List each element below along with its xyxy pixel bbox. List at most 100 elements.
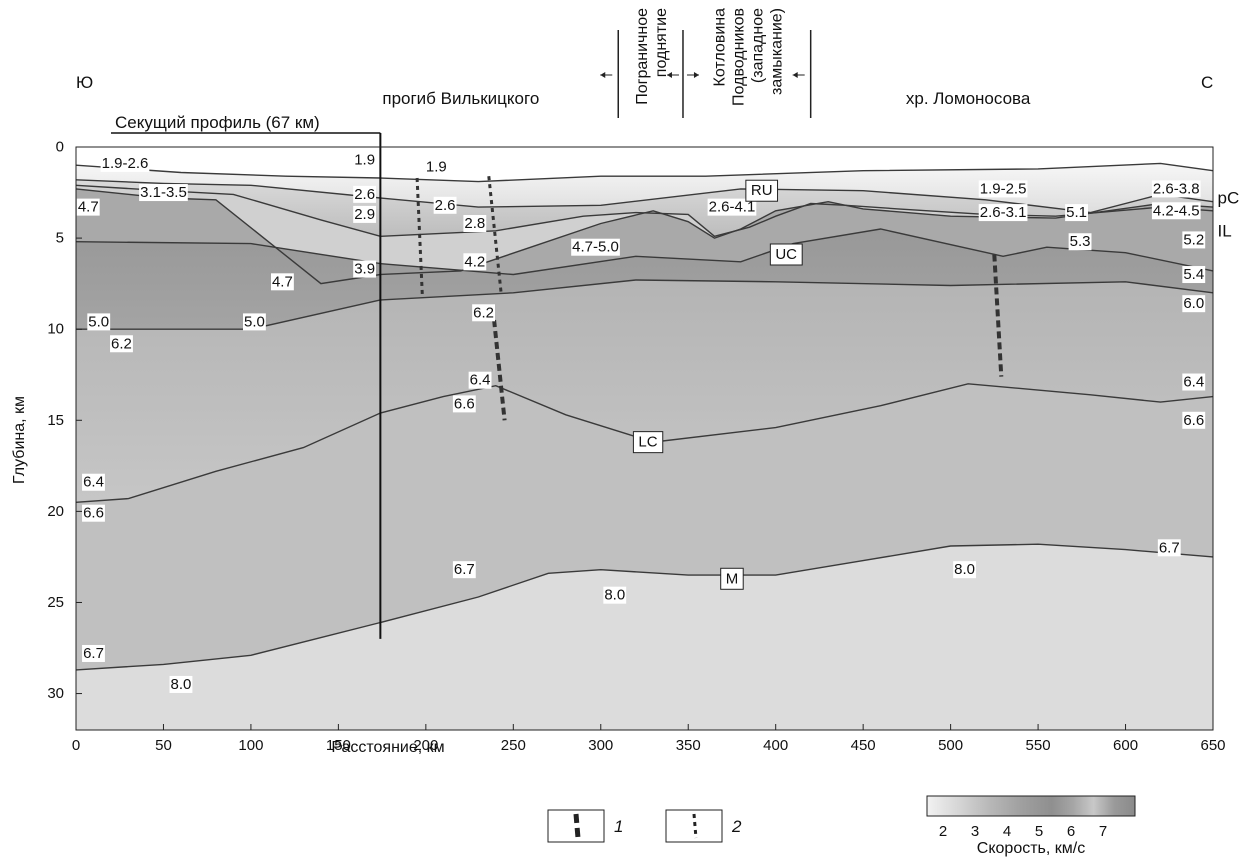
velocity-label-bg bbox=[82, 473, 105, 491]
boundary-arrowhead bbox=[792, 72, 798, 78]
velocity-label-text: 1.9-2.6 bbox=[102, 155, 149, 172]
colorbar-tick-label: 3 bbox=[971, 823, 979, 840]
y-tick-label: 25 bbox=[47, 594, 64, 611]
velocity-label-text: 5.0 bbox=[88, 313, 109, 330]
velocity-layer bbox=[76, 163, 1213, 213]
boundary-label-UC-bg bbox=[769, 243, 803, 266]
x-tick-label: 50 bbox=[155, 737, 172, 754]
velocity-label-bg bbox=[270, 273, 294, 291]
velocity-colorbar: 2 3 4 5 6 7 Скорость, км/с bbox=[926, 795, 1136, 857]
velocity-label-bg bbox=[139, 184, 188, 202]
boundary-label-pCU: pCU bbox=[1217, 189, 1240, 208]
x-tick-label: 500 bbox=[938, 737, 963, 754]
velocity-label: 2.6 bbox=[433, 196, 457, 214]
colorbar-tick-label: 4 bbox=[1003, 823, 1011, 840]
velocity-label: 1.9-2.6 bbox=[100, 154, 150, 172]
y-tick-label: 0 bbox=[56, 139, 64, 156]
velocity-label-bg bbox=[82, 644, 105, 662]
interface-line bbox=[75, 228, 1214, 276]
velocity-label-text: 6.4 bbox=[1183, 374, 1204, 391]
velocity-labels: 1.9-2.6 3.1-3.5 4.7 1.9 1.9 2.6 2.9 2.6 2.8 3.9 4.… bbox=[76, 151, 1206, 693]
velocity-label-text: 6.7 bbox=[83, 645, 104, 662]
velocity-label-text: 4.2-4.5 bbox=[1153, 202, 1200, 219]
y-axis-label: Глубина, км bbox=[11, 396, 28, 484]
velocity-label: 6.7 bbox=[452, 561, 476, 579]
colorbar-tick-label: 6 bbox=[1067, 823, 1075, 840]
velocity-label-bg bbox=[353, 185, 377, 203]
fault-type-2 bbox=[415, 177, 424, 295]
velocity-label-text: 4.2 bbox=[464, 253, 485, 270]
legend-fault-sample bbox=[573, 813, 581, 839]
boundary-label-IL: IL bbox=[1217, 221, 1231, 240]
x-tick-label: 450 bbox=[851, 737, 876, 754]
y-tick-label: 20 bbox=[47, 503, 64, 520]
velocity-label: 6.7 bbox=[82, 644, 105, 662]
velocity-label-text: 1.9 bbox=[354, 151, 375, 168]
velocity-label: 3.9 bbox=[353, 260, 377, 278]
boundary-arrowhead bbox=[666, 72, 672, 78]
velocity-layer bbox=[76, 280, 1213, 503]
velocity-label-text: 1.9-2.5 bbox=[980, 180, 1027, 197]
velocity-label-bg bbox=[463, 215, 487, 233]
velocity-label: 4.7 bbox=[270, 273, 294, 291]
velocity-label: 2.9 bbox=[353, 205, 377, 223]
velocity-label-text: 8.0 bbox=[604, 587, 625, 604]
velocity-label: 2.6 bbox=[353, 185, 377, 203]
velocity-label: 4.7 bbox=[76, 198, 100, 216]
velocity-label-bg bbox=[468, 371, 492, 389]
velocity-label: 8.0 bbox=[953, 561, 977, 579]
boundary-label-M: M bbox=[720, 567, 744, 590]
velocity-label-bg bbox=[100, 154, 150, 172]
velocity-label-bg bbox=[1151, 180, 1201, 198]
x-tick-label: 150 bbox=[326, 737, 351, 754]
boundary-label-M-bg bbox=[720, 567, 744, 590]
x-axis-ticks: 0 50 100 150 200 250 300 350 400 450 500 550 600 650 bbox=[72, 724, 1226, 754]
velocity-label-text: 6.4 bbox=[83, 474, 104, 491]
velocity-label: 5.1 bbox=[1065, 204, 1088, 222]
velocity-label: 4.2 bbox=[463, 253, 487, 271]
x-tick-label: 400 bbox=[763, 737, 788, 754]
vertical-region-text: замыкание) bbox=[768, 8, 785, 95]
x-tick-label: 600 bbox=[1113, 737, 1138, 754]
x-tick-label: 100 bbox=[238, 737, 263, 754]
velocity-label-bg bbox=[472, 304, 496, 322]
velocity-label-text: 6.7 bbox=[454, 561, 475, 578]
x-axis-label: Расстояние, км bbox=[331, 739, 444, 756]
velocity-label-text: 6.0 bbox=[1183, 295, 1204, 312]
interface-line bbox=[75, 188, 1214, 285]
boundary-label-RU-text: RU bbox=[751, 182, 773, 199]
velocity-label-text: 2.9 bbox=[354, 206, 375, 223]
velocity-label-bg bbox=[82, 504, 105, 522]
boundary-arrowhead bbox=[600, 72, 606, 78]
velocity-label-text: 3.1-3.5 bbox=[140, 184, 187, 201]
fault-type-1 bbox=[992, 254, 1004, 377]
x-tick-label: 300 bbox=[588, 737, 613, 754]
velocity-label-text: 4.7-5.0 bbox=[572, 239, 619, 256]
x-tick-label: 0 bbox=[72, 737, 80, 754]
velocity-label-text: 6.6 bbox=[454, 395, 475, 412]
interface-line bbox=[75, 383, 1214, 503]
header-annotations: Ю С прогиб Вилькицкого хр. Ломоносова Пог… bbox=[76, 8, 1213, 134]
velocity-label-bg bbox=[433, 196, 457, 214]
velocity-label: 4.7-5.0 bbox=[571, 238, 620, 256]
faults bbox=[415, 176, 1004, 421]
velocity-label: 6.7 bbox=[1157, 539, 1181, 557]
velocity-label-bg bbox=[452, 561, 476, 579]
velocity-label: 6.0 bbox=[1182, 295, 1206, 313]
boundary-label-UC: UC bbox=[769, 243, 803, 266]
velocity-label-bg bbox=[1157, 539, 1181, 557]
boundary-label-RU: RU bbox=[745, 179, 779, 202]
velocity-label-text: 3.9 bbox=[354, 261, 375, 278]
interface-line bbox=[75, 179, 1214, 214]
y-tick-label: 15 bbox=[47, 412, 64, 429]
boundary-label-LC: LC bbox=[632, 431, 664, 454]
colorbar-tick-label: 5 bbox=[1035, 823, 1043, 840]
velocity-label-bg bbox=[1068, 233, 1092, 251]
y-tick-label: 10 bbox=[47, 321, 64, 338]
velocity-label-text: 5.4 bbox=[1183, 266, 1204, 283]
velocity-label-bg bbox=[1065, 204, 1088, 222]
velocity-label-bg bbox=[1151, 202, 1201, 220]
velocity-label: 1.9-2.5 bbox=[978, 180, 1028, 198]
interface-line bbox=[75, 162, 1214, 183]
